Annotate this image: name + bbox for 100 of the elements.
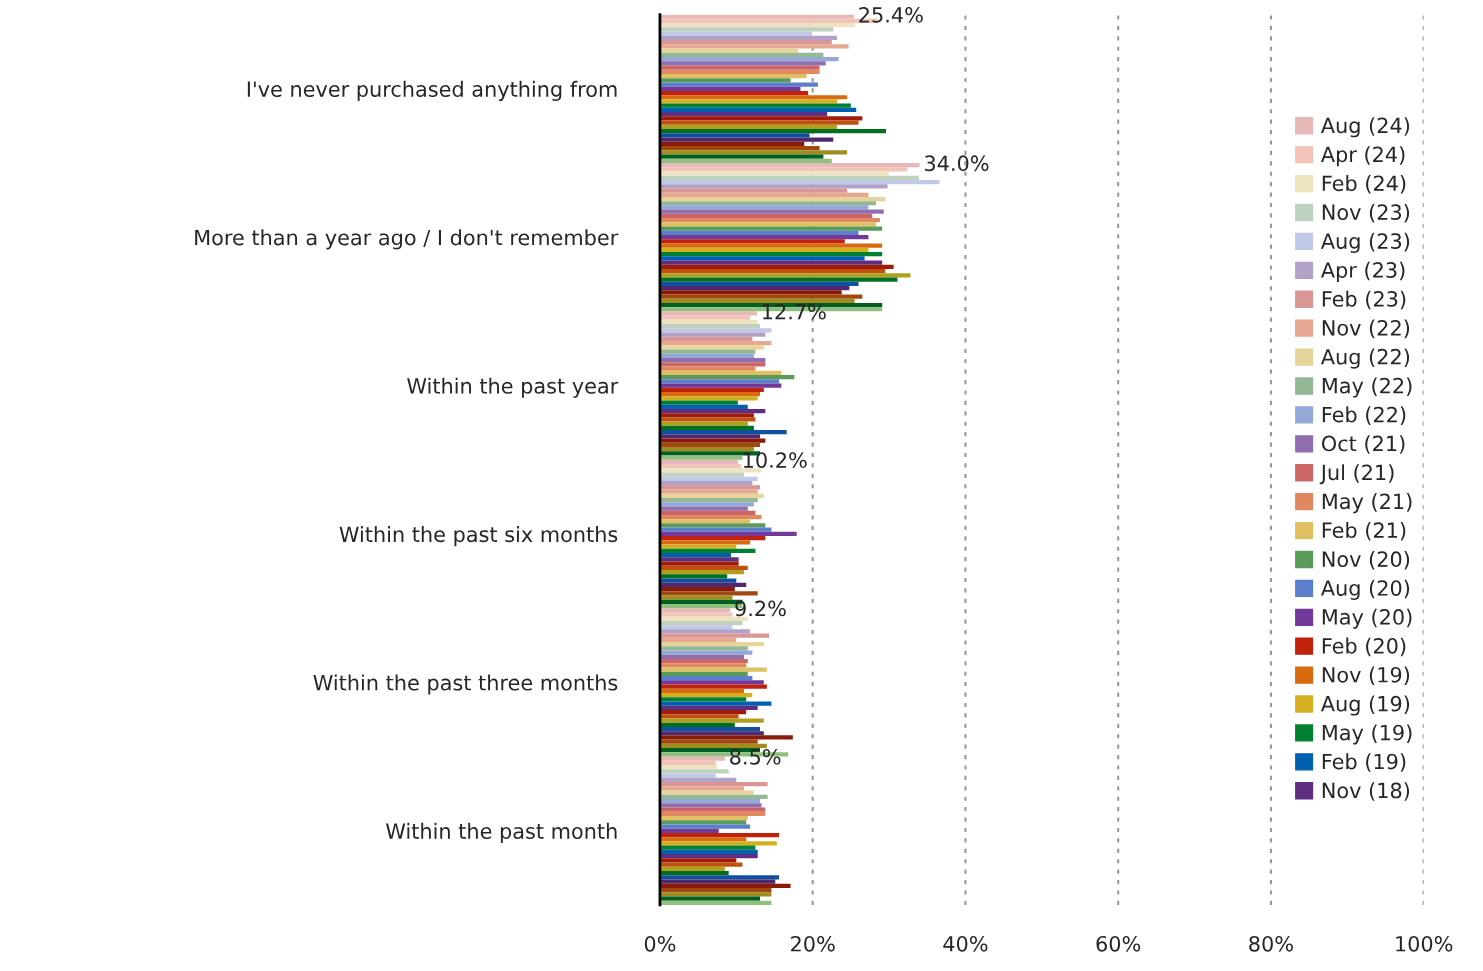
bar xyxy=(659,489,758,494)
bar xyxy=(659,23,855,28)
bar xyxy=(659,82,819,87)
bar xyxy=(659,396,758,401)
bar xyxy=(659,65,820,70)
data-label: 34.0% xyxy=(925,155,989,172)
y-tick-label: More than a year ago / I don't remember xyxy=(195,229,619,250)
bar xyxy=(659,858,737,863)
y-tick-label: Within the past three months xyxy=(313,674,618,695)
bar xyxy=(659,86,801,91)
bar xyxy=(659,383,782,388)
bar xyxy=(659,849,758,855)
bar xyxy=(659,519,751,524)
bar xyxy=(659,35,838,41)
legend-label: Apr (24) xyxy=(1320,146,1405,167)
bar xyxy=(659,146,820,151)
bar xyxy=(659,871,729,876)
bar xyxy=(659,332,766,337)
legend-label: Nov (19) xyxy=(1322,666,1410,686)
bar xyxy=(659,485,760,490)
bar xyxy=(659,701,772,706)
bar xyxy=(659,497,758,503)
legend-label: Feb (20) xyxy=(1322,637,1406,657)
bar xyxy=(659,862,743,867)
bar xyxy=(659,765,718,770)
bar xyxy=(659,133,810,138)
bar xyxy=(659,718,764,723)
bar xyxy=(659,608,731,613)
bar xyxy=(659,692,753,698)
bar xyxy=(659,659,748,664)
bar xyxy=(659,663,747,668)
bar xyxy=(659,845,756,850)
legend-label: Aug (23) xyxy=(1320,232,1410,253)
bar xyxy=(659,654,744,660)
bar xyxy=(659,803,762,808)
bar xyxy=(659,586,735,592)
bar xyxy=(659,391,760,397)
legend-label: Apr (23) xyxy=(1320,261,1405,282)
bar xyxy=(659,230,859,236)
bar xyxy=(659,722,735,727)
bar xyxy=(659,769,729,774)
bar xyxy=(659,578,737,583)
bar xyxy=(659,239,845,244)
legend-label: Nov (22) xyxy=(1322,319,1410,339)
bar xyxy=(659,540,751,545)
bar xyxy=(659,56,839,62)
bar xyxy=(659,493,764,498)
bar xyxy=(659,324,760,329)
x-tick-label: 100% xyxy=(1396,935,1453,952)
bar xyxy=(659,141,805,147)
legend-label: May (19) xyxy=(1322,724,1412,745)
bar xyxy=(659,807,766,812)
bar xyxy=(659,99,838,104)
bar xyxy=(659,455,743,460)
bar xyxy=(659,680,764,685)
bar xyxy=(659,103,851,108)
bar xyxy=(659,841,777,846)
bar xyxy=(659,434,760,439)
bar xyxy=(659,459,738,465)
bar xyxy=(659,281,859,286)
bar xyxy=(659,243,883,248)
bar xyxy=(659,676,753,681)
bar xyxy=(659,782,768,787)
bar xyxy=(659,612,733,617)
bar xyxy=(659,196,886,202)
bar xyxy=(659,362,766,367)
bar xyxy=(659,345,764,350)
bar xyxy=(659,218,880,223)
bar xyxy=(659,158,832,163)
bar xyxy=(659,798,760,804)
bar xyxy=(659,336,753,342)
bar xyxy=(659,582,747,587)
bar xyxy=(659,854,758,859)
bar xyxy=(659,162,920,168)
bar xyxy=(659,777,737,783)
bar xyxy=(659,595,733,600)
bar xyxy=(659,179,940,185)
bar xyxy=(659,900,772,905)
bar xyxy=(659,273,911,278)
bar xyxy=(659,726,760,732)
bar xyxy=(659,714,739,719)
bar xyxy=(659,794,768,799)
legend-label: Nov (18) xyxy=(1322,782,1410,801)
bar xyxy=(659,620,743,626)
y-tick-label: Within the past month xyxy=(386,822,617,844)
bar xyxy=(659,527,772,532)
bar xyxy=(659,298,855,303)
bar xyxy=(659,637,737,643)
bar xyxy=(659,78,791,83)
bar xyxy=(659,442,760,448)
bar xyxy=(659,574,728,579)
bar xyxy=(659,311,757,316)
bar xyxy=(659,438,766,443)
bar xyxy=(659,201,877,206)
legend-label: Feb (23) xyxy=(1322,290,1406,310)
bar xyxy=(659,341,772,346)
bar xyxy=(659,756,725,761)
data-label: 12.7% xyxy=(763,303,826,320)
bar xyxy=(659,557,739,562)
bar xyxy=(659,374,795,380)
